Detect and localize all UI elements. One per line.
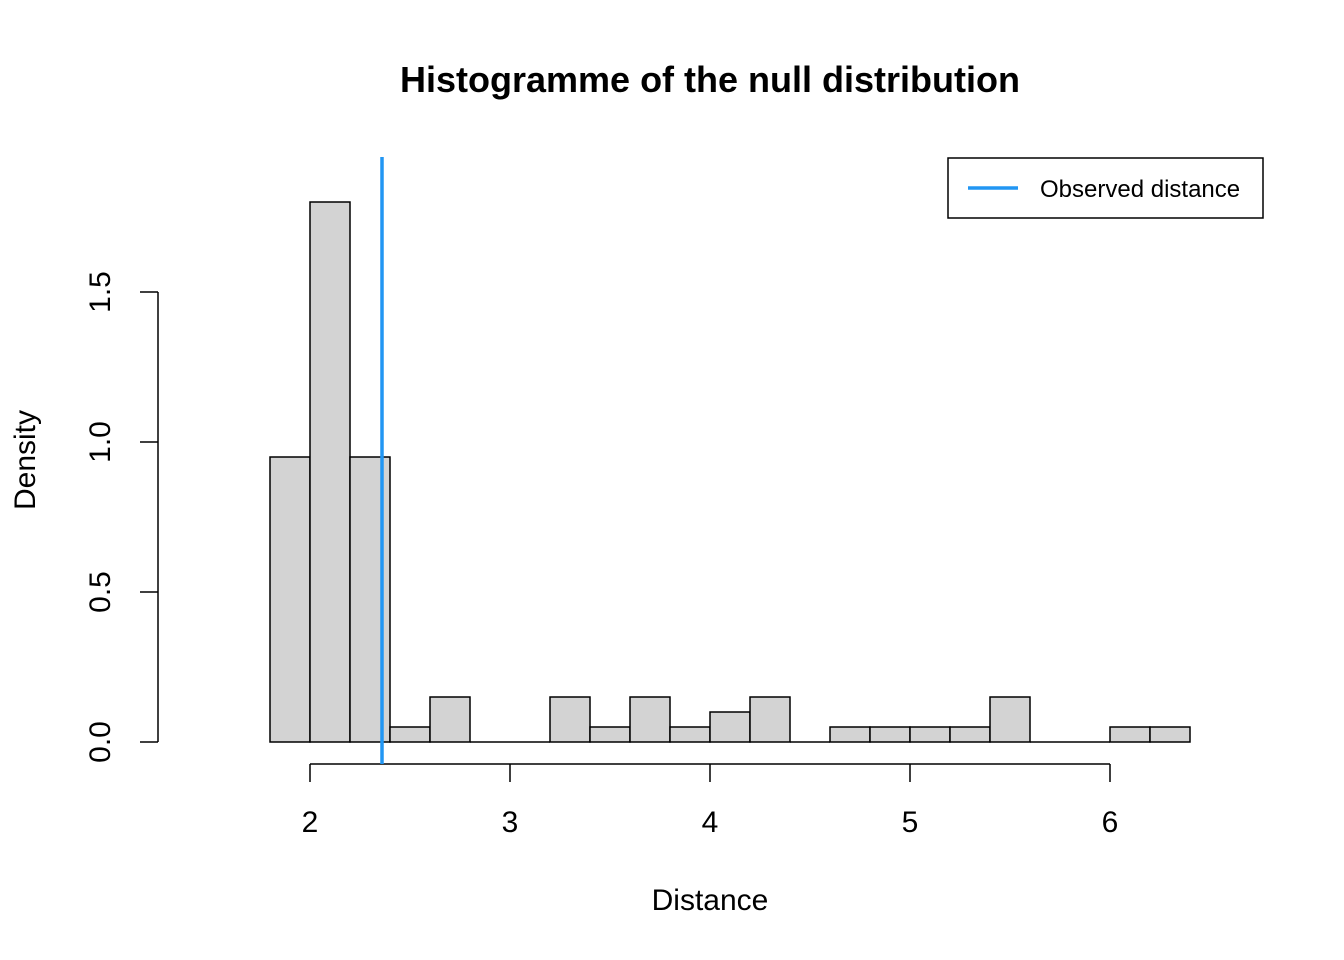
histogram-bar — [429, 696, 471, 743]
histogram-bar — [909, 726, 951, 743]
x-tick-label: 4 — [702, 806, 719, 839]
histogram-bar — [269, 456, 311, 743]
histogram-bar — [589, 726, 631, 743]
y-tick-label: 0.5 — [84, 571, 117, 613]
x-tick-label: 5 — [902, 806, 919, 839]
y-axis-label: Density — [9, 410, 42, 510]
chart-title: Histogramme of the null distribution — [400, 59, 1020, 100]
histogram-bar — [829, 726, 871, 743]
x-axis-label: Distance — [652, 884, 769, 917]
legend: Observed distance — [947, 157, 1264, 219]
histogram-bar — [629, 696, 671, 743]
histogram-bar — [989, 696, 1031, 743]
x-tick-label: 3 — [502, 806, 519, 839]
histogram-bar — [869, 726, 911, 743]
x-tick-label: 2 — [302, 806, 319, 839]
histogram-bar — [349, 456, 391, 743]
y-tick-label: 1.5 — [84, 271, 117, 313]
histogram-bar — [389, 726, 431, 743]
y-tick-label: 1.0 — [84, 421, 117, 463]
y-tick-label: 0.0 — [84, 721, 117, 763]
histogram-bar — [309, 201, 351, 743]
legend-label-observed: Observed distance — [1040, 176, 1240, 203]
histogram-bar — [949, 726, 991, 743]
histogram-bar — [1149, 726, 1191, 743]
histogram-bar — [669, 726, 711, 743]
histogram-bar — [709, 711, 751, 743]
histogram-bars — [269, 201, 1191, 743]
y-axis: 0.0 0.5 1.0 1.5 — [84, 271, 159, 763]
histogram-bar — [1109, 726, 1151, 743]
x-tick-label: 6 — [1102, 806, 1119, 839]
histogram-bar — [749, 696, 791, 743]
x-axis: 2 3 4 5 6 — [302, 763, 1119, 839]
histogram-bar — [549, 696, 591, 743]
